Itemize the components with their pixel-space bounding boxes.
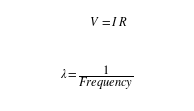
Text: $V\ =I\ R$: $V\ =I\ R$ bbox=[89, 16, 128, 29]
Text: $\lambda = \dfrac{1}{\mathit{Frequency}}$: $\lambda = \dfrac{1}{\mathit{Frequency}}… bbox=[60, 63, 134, 92]
